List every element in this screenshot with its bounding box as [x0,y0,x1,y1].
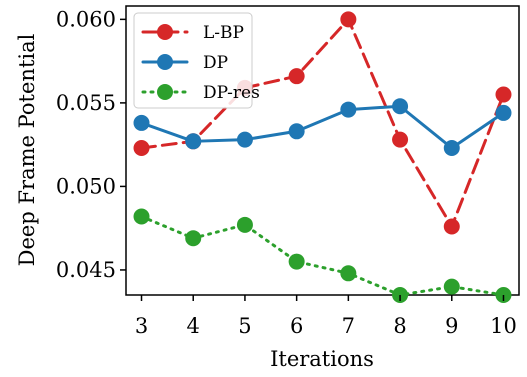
x-axis-label: Iterations [270,347,374,371]
y-tick-label: 0.055 [56,91,116,115]
data-point-l-bp [443,218,460,235]
data-point-l-bp [340,11,357,28]
x-tick-label: 5 [238,314,251,338]
data-point-l-bp [288,68,305,85]
data-point-dp [495,104,512,121]
plot-frame [125,5,520,296]
data-point-l-bp [133,139,150,156]
y-axis-label: Deep Frame Potential [15,33,39,266]
series-line-l-bp [140,17,505,229]
series-line-dp-res [140,214,505,297]
data-point-dp [288,123,305,140]
legend: L-BP DP DP-res [133,12,260,109]
data-point-dp-res [288,253,305,270]
y-tick-label: 0.060 [56,7,116,31]
legend-marker-l-bp [157,24,173,40]
series-line-dp [140,104,505,150]
legend-marker-dp-res [157,84,173,100]
y-axis: 0.045 0.050 0.055 0.060 [56,7,126,282]
x-tick-label: 8 [393,314,406,338]
x-tick-label: 10 [490,314,517,338]
data-point-dp [340,101,357,118]
data-point-dp [392,98,409,115]
data-point-dp [443,139,460,156]
data-point-dp [236,131,253,148]
y-tick-label: 0.045 [56,258,116,282]
x-tick-label: 9 [445,314,458,338]
data-point-dp [185,133,202,150]
x-tick-label: 4 [187,314,200,338]
data-point-dp [133,114,150,131]
data-point-dp-res [443,278,460,295]
y-tick-label: 0.050 [56,174,116,198]
x-tick-label: 6 [290,314,303,338]
x-tick-label: 7 [342,314,355,338]
data-point-dp-res [133,208,150,225]
data-point-l-bp [495,86,512,103]
data-point-l-bp [392,131,409,148]
data-point-dp-res [236,216,253,233]
x-tick-label: 3 [135,314,148,338]
legend-label-dp: DP [203,53,228,73]
data-point-dp-res [185,230,202,247]
legend-label-l-bp: L-BP [203,23,244,43]
legend-marker-dp [157,54,173,70]
legend-label-dp-res: DP-res [203,83,260,103]
x-axis: 3 4 5 6 7 8 9 10 [135,295,517,338]
series-layer [133,11,512,303]
data-point-dp-res [340,265,357,282]
